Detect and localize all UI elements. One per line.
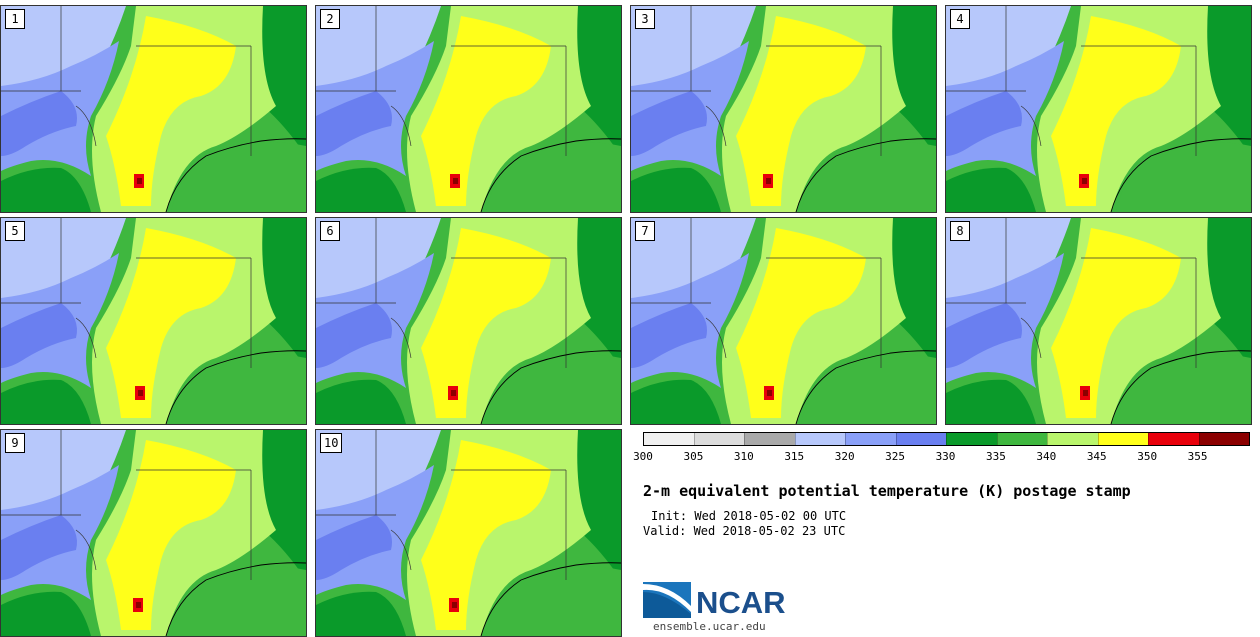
panel-label-9: 9	[5, 433, 25, 453]
colorbar-tick-label: 335	[985, 450, 1006, 463]
site-url: ensemble.ucar.edu	[653, 620, 766, 633]
colorbar-tick-label: 340	[1036, 450, 1057, 463]
colorbar-tick-label: 350	[1137, 450, 1158, 463]
ensemble-member-panel-8: 8	[945, 217, 1252, 425]
colorbar-tick-label: 305	[683, 450, 704, 463]
map-6	[316, 218, 621, 424]
colorbar-tick-label: 320	[834, 450, 855, 463]
colorbar-swatch	[996, 433, 1047, 445]
colorbar-tick-label: 310	[733, 450, 754, 463]
map-5	[1, 218, 306, 424]
colorbar-swatch	[1148, 433, 1199, 445]
colorbar-swatch	[1198, 433, 1249, 445]
colorbar-tick-label: 330	[935, 450, 956, 463]
map-7	[631, 218, 936, 424]
colorbar-swatch	[895, 433, 946, 445]
panel-label-6: 6	[320, 221, 340, 241]
colorbar-tick-label: 345	[1086, 450, 1107, 463]
panel-label-4: 4	[950, 9, 970, 29]
map-8	[946, 218, 1251, 424]
colorbar	[643, 432, 1250, 446]
map-3	[631, 6, 936, 212]
panel-label-1: 1	[5, 9, 25, 29]
colorbar-swatch	[794, 433, 845, 445]
colorbar-swatch	[644, 433, 694, 445]
colorbar-tick-label: 300	[633, 450, 653, 463]
panel-label-3: 3	[635, 9, 655, 29]
ensemble-member-panel-3: 3	[630, 5, 937, 213]
ensemble-member-panel-5: 5	[0, 217, 307, 425]
ncar-logo-icon	[643, 582, 691, 618]
valid-time: Valid: Wed 2018-05-02 23 UTC	[643, 524, 846, 538]
panel-label-7: 7	[635, 221, 655, 241]
ensemble-member-panel-6: 6	[315, 217, 622, 425]
colorbar-swatch	[845, 433, 896, 445]
panel-label-5: 5	[5, 221, 25, 241]
colorbar-swatch	[1047, 433, 1098, 445]
chart-title: 2-m equivalent potential temperature (K)…	[643, 482, 1131, 500]
colorbar-swatch	[1097, 433, 1148, 445]
colorbar-tick-label: 325	[885, 450, 906, 463]
colorbar-swatch	[744, 433, 795, 445]
panel-label-2: 2	[320, 9, 340, 29]
ensemble-member-panel-10: 10	[315, 429, 622, 637]
colorbar-swatch	[693, 433, 744, 445]
panel-label-10: 10	[320, 433, 343, 453]
ensemble-member-panel-9: 9	[0, 429, 307, 637]
init-time: Init: Wed 2018-05-02 00 UTC	[651, 509, 847, 523]
panel-label-8: 8	[950, 221, 970, 241]
colorbar-swatch	[946, 433, 997, 445]
colorbar-tick-label: 315	[784, 450, 805, 463]
map-9	[1, 430, 306, 636]
ensemble-member-panel-4: 4	[945, 5, 1252, 213]
ensemble-member-panel-1: 1	[0, 5, 307, 213]
ncar-logo-text: NCAR	[696, 585, 786, 620]
ensemble-member-panel-2: 2	[315, 5, 622, 213]
colorbar-tick-label: 355	[1187, 450, 1208, 463]
map-2	[316, 6, 621, 212]
map-1	[1, 6, 306, 212]
colorbar-ticks: 300 305 310 315 320 325 330 335 340 345 350 355	[633, 450, 1248, 466]
map-4	[946, 6, 1251, 212]
ensemble-member-panel-7: 7	[630, 217, 937, 425]
map-10	[316, 430, 621, 636]
